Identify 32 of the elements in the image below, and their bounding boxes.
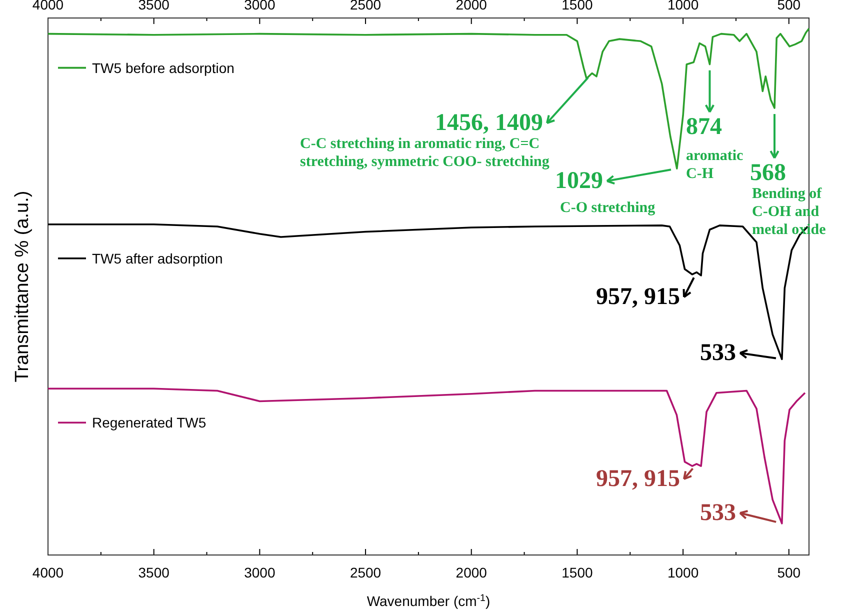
annotation: 874 <box>686 114 722 140</box>
y-axis-title: Transmittance % (a.u.) <box>12 190 33 382</box>
x-tick-label: 1500 <box>562 564 593 581</box>
x2-tick-label: 500 <box>777 0 801 12</box>
x-axis-title: Wavenumber (cm$^{-1}$) <box>366 592 490 609</box>
annotation: 1029 <box>555 168 603 194</box>
x-tick-label: 1000 <box>667 564 699 581</box>
x-tick-label: 3500 <box>138 564 170 581</box>
x2-tick-label: 2000 <box>456 0 488 12</box>
annotation: 957, 915 <box>596 284 680 310</box>
annotation: C-O stretching <box>560 200 656 216</box>
annotation: 533 <box>700 340 736 366</box>
x2-tick-label: 3500 <box>138 0 170 12</box>
annotation: C-C stretching in aromatic ring, C=C stretching, symmetric COO- stretching <box>300 136 550 170</box>
x2-tick-label: 3000 <box>244 0 276 12</box>
x-tick-label: 2000 <box>456 564 488 581</box>
x2-tick-label: 2500 <box>350 0 382 12</box>
legend-label: TW5 after adsorption <box>92 250 223 266</box>
x-tick-label: 500 <box>777 564 801 581</box>
legend-label: TW5 before adsorption <box>92 60 234 76</box>
annotation: aromatic C-H <box>686 148 744 182</box>
annotation: 957, 915 <box>596 466 680 492</box>
legend-label: Regenerated TW5 <box>92 414 206 431</box>
x2-tick-label: 1500 <box>562 0 593 12</box>
x-tick-label: 3000 <box>244 564 276 581</box>
annotation: 533 <box>700 500 736 526</box>
x-tick-label: 4000 <box>32 564 64 581</box>
x2-tick-label: 4000 <box>32 0 64 12</box>
annotation: 568 <box>750 160 786 186</box>
annotation: 1456, 1409 <box>435 110 543 136</box>
x2-tick-label: 1000 <box>667 0 699 12</box>
x-tick-label: 2500 <box>350 564 382 581</box>
